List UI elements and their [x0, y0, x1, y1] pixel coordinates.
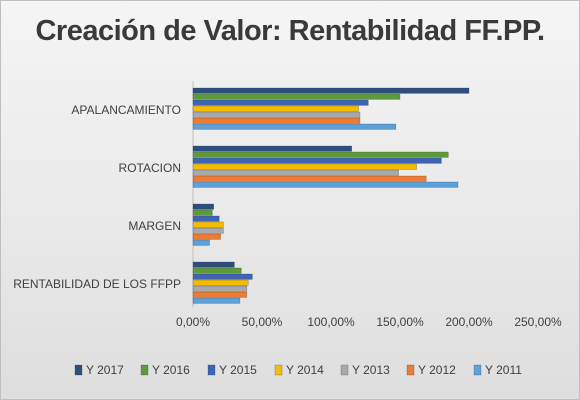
bar: [192, 145, 352, 152]
bar: [192, 261, 235, 268]
legend-swatch: [274, 364, 283, 376]
legend-label: Y 2011: [485, 363, 522, 377]
bar: [192, 209, 213, 216]
bar: [192, 297, 241, 304]
bar: [192, 117, 361, 124]
bar: [192, 99, 369, 106]
category-label: RENTABILIDAD DE LOS FFPP: [13, 277, 181, 291]
legend-label: Y 2017: [86, 363, 124, 377]
category-label: ROTACION: [119, 161, 181, 175]
legend-label: Y 2016: [152, 363, 190, 377]
legend-swatch: [207, 364, 216, 376]
category-label: MARGEN: [128, 219, 181, 233]
legend-swatch: [340, 364, 349, 376]
x-tick-label: 0,00%: [176, 315, 210, 329]
legend-swatch: [406, 364, 415, 376]
bar: [192, 215, 220, 222]
bar: [192, 181, 459, 188]
legend-swatch: [74, 364, 83, 376]
bar: [192, 163, 417, 170]
bar: [192, 227, 224, 234]
bar: [192, 123, 397, 130]
bar: [192, 267, 242, 274]
legend-label: Y 2015: [219, 363, 257, 377]
bar: [192, 151, 449, 158]
legend-label: Y 2012: [418, 363, 456, 377]
bar: [192, 291, 248, 298]
x-tick-label: 50,00%: [242, 315, 283, 329]
bar: [192, 93, 401, 100]
bar: [192, 239, 210, 246]
legend-label: Y 2013: [352, 363, 390, 377]
bar: [192, 203, 214, 210]
bar: [192, 279, 249, 286]
x-tick-label: 150,00%: [376, 315, 424, 329]
bar: [192, 105, 359, 112]
legend-label: Y 2014: [286, 363, 324, 377]
bar: [192, 87, 470, 94]
legend-swatch: [473, 364, 482, 376]
x-tick-label: 250,00%: [514, 315, 562, 329]
x-tick-label: 200,00%: [445, 315, 493, 329]
chart-title: Creación de Valor: Rentabilidad FF.PP.: [35, 15, 545, 47]
category-label: APALANCAMIENTO: [71, 103, 181, 117]
bar: [192, 157, 442, 164]
bar: [192, 175, 427, 182]
x-tick-label: 100,00%: [307, 315, 355, 329]
bar: [192, 221, 224, 228]
bar: [192, 233, 221, 240]
legend-swatch: [140, 364, 149, 376]
bar: [192, 273, 253, 280]
bar: [192, 285, 248, 292]
bar: [192, 169, 399, 176]
bar: [192, 111, 361, 118]
